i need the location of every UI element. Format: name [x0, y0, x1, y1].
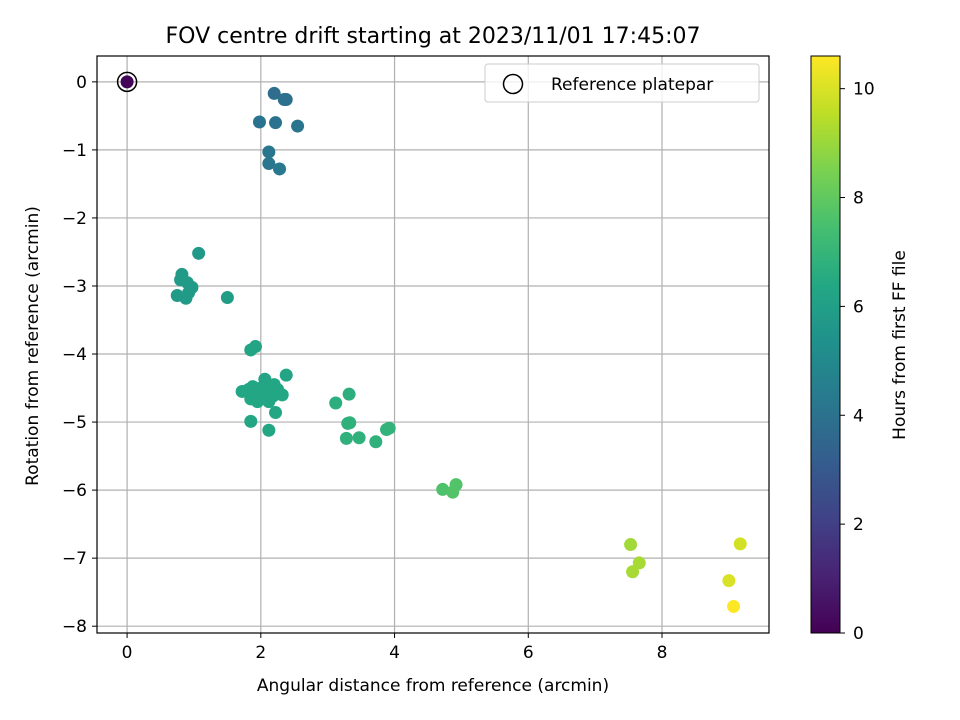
y-tick-label: −7 — [62, 549, 87, 569]
data-point — [342, 387, 356, 401]
data-point — [727, 599, 741, 613]
colorbar-gradient — [811, 56, 840, 633]
y-tick-label: −1 — [62, 141, 87, 161]
data-point — [722, 574, 736, 588]
y-tick-label: −8 — [62, 617, 87, 637]
data-point — [279, 368, 293, 382]
colorbar-tick-label: 4 — [853, 406, 864, 426]
data-point — [262, 157, 276, 171]
x-tick-label: 6 — [523, 643, 534, 663]
y-tick-label: 0 — [76, 73, 87, 93]
legend: Reference platepar — [484, 63, 760, 103]
x-tick-label: 8 — [657, 643, 668, 663]
data-point — [269, 116, 283, 130]
data-point — [291, 119, 305, 133]
plot-frame — [96, 55, 770, 634]
x-tick-label: 4 — [389, 643, 400, 663]
legend-box — [484, 63, 760, 103]
y-tick-label: −2 — [62, 209, 87, 229]
data-point — [446, 485, 460, 499]
data-point — [632, 556, 646, 570]
legend-label-reference: Reference platepar — [551, 75, 713, 95]
x-tick-label: 2 — [255, 643, 266, 663]
data-point — [192, 246, 206, 260]
data-point — [436, 482, 450, 496]
x-tick-label: 0 — [122, 643, 133, 663]
colorbar-ticks: 0 2 4 6 8 10 — [840, 80, 875, 644]
data-point — [273, 162, 287, 176]
colorbar-label: Hours from first FF file — [890, 250, 910, 440]
axes: 0 2 4 6 8 0 −1 −2 −3 −4 −5 −6 −7 −8 — [62, 55, 770, 663]
data-point — [275, 388, 289, 402]
colorbar-frame — [810, 55, 841, 634]
chart-title: FOV centre drift starting at 2023/11/01 … — [166, 24, 701, 49]
colorbar-tick-label: 8 — [853, 189, 864, 209]
y-tick-label: −5 — [62, 413, 87, 433]
y-tick-label: −6 — [62, 481, 87, 501]
data-point — [120, 75, 134, 89]
y-tick-label: −4 — [62, 345, 87, 365]
data-point — [343, 416, 357, 430]
data-point — [248, 340, 262, 354]
colorbar-tick-label: 0 — [853, 624, 864, 644]
data-point — [262, 145, 276, 159]
data-point — [262, 423, 276, 437]
data-point — [261, 389, 275, 403]
data-point — [252, 115, 266, 129]
data-point — [182, 286, 196, 300]
data-point — [277, 93, 291, 107]
data-point — [733, 537, 747, 551]
colorbar-tick-label: 10 — [853, 80, 875, 100]
y-axis-label: Rotation from reference (arcmin) — [23, 206, 43, 486]
data-point — [339, 431, 353, 445]
data-point — [624, 538, 638, 552]
data-point — [329, 396, 343, 410]
data-point — [626, 565, 640, 579]
reference-marker — [116, 71, 138, 93]
data-point — [352, 431, 366, 445]
data-point — [267, 86, 281, 100]
colorbar: 0 2 4 6 8 10 Hours from first FF file — [810, 55, 910, 644]
x-axis-label: Angular distance from reference (arcmin) — [257, 676, 609, 696]
legend-marker-reference — [502, 73, 524, 95]
data-points — [116, 71, 747, 613]
data-point — [369, 435, 383, 449]
data-point — [382, 421, 396, 435]
colorbar-tick-label: 2 — [853, 515, 864, 535]
colorbar-tick-label: 6 — [853, 297, 864, 317]
grid — [97, 56, 769, 633]
y-tick-label: −3 — [62, 277, 87, 297]
data-point — [244, 414, 258, 428]
data-point — [269, 406, 283, 420]
data-point — [220, 291, 234, 305]
